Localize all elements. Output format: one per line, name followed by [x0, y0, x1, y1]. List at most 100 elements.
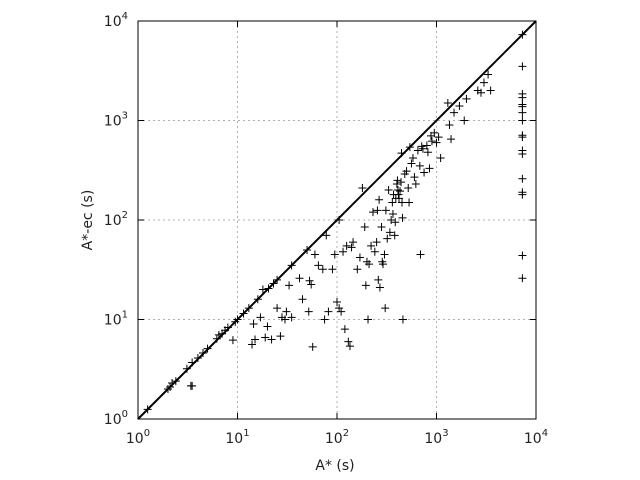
data-point — [251, 335, 260, 344]
data-point — [484, 70, 493, 79]
data-point — [374, 275, 383, 284]
data-point — [408, 153, 417, 162]
y-tick-label: 101 — [104, 310, 128, 329]
y-tick-exponent: 0 — [122, 409, 128, 420]
data-point — [418, 144, 427, 153]
x-tick-label: 102 — [325, 428, 349, 447]
data-point — [397, 149, 406, 158]
data-point — [402, 167, 411, 176]
y-tick-label: 100 — [104, 409, 128, 428]
x-axis-label: A* (s) — [315, 458, 354, 474]
data-point — [391, 218, 400, 227]
data-point — [396, 187, 405, 196]
data-point — [445, 121, 454, 130]
y-tick-exponent: 2 — [122, 210, 128, 221]
data-point — [398, 213, 407, 222]
data-point — [264, 284, 273, 293]
data-point — [318, 265, 327, 274]
data-point — [394, 190, 403, 199]
y-tick-exponent: 1 — [122, 310, 128, 321]
y-tick-base: 10 — [104, 313, 122, 329]
data-point — [368, 208, 377, 217]
data-point — [239, 309, 248, 318]
data-point — [384, 186, 393, 195]
x-tick-exponent: 4 — [542, 428, 548, 439]
x-tick-label: 101 — [225, 428, 249, 447]
data-point — [339, 247, 348, 256]
data-point — [328, 265, 337, 274]
data-point — [335, 304, 344, 313]
data-point — [447, 135, 456, 144]
data-point — [410, 173, 419, 182]
data-point — [298, 295, 307, 304]
data-point — [420, 168, 429, 177]
data-point — [413, 146, 422, 155]
data-point — [143, 405, 152, 414]
x-tick-exponent: 2 — [343, 428, 349, 439]
data-point — [258, 285, 267, 294]
data-point — [383, 234, 392, 243]
data-point — [358, 183, 367, 192]
data-point — [314, 261, 323, 270]
y-tick-base: 10 — [104, 114, 122, 130]
data-point — [455, 101, 464, 110]
data-point — [355, 253, 364, 262]
data-point — [267, 335, 276, 344]
y-tick-label: 103 — [104, 111, 128, 130]
x-tick-labels: 100 101 102 103 104 — [126, 428, 548, 447]
data-point — [390, 231, 399, 240]
y-tick-label: 104 — [104, 11, 128, 30]
data-point — [305, 276, 314, 285]
data-point — [223, 323, 232, 332]
data-point — [423, 148, 432, 157]
data-point — [422, 141, 431, 150]
data-point — [407, 159, 416, 168]
x-tick-exponent: 1 — [243, 428, 249, 439]
data-point — [476, 88, 485, 97]
data-point — [518, 133, 527, 142]
data-point — [405, 198, 414, 207]
data-point — [367, 241, 376, 250]
data-point — [295, 274, 304, 283]
x-tick-base: 10 — [424, 431, 442, 447]
data-point — [344, 337, 353, 346]
data-point — [518, 93, 527, 102]
data-point — [249, 320, 258, 329]
data-point — [214, 330, 223, 339]
data-point — [365, 260, 374, 269]
x-tick-label: 100 — [126, 428, 150, 447]
data-point — [404, 183, 413, 192]
data-point — [261, 333, 270, 342]
data-point — [308, 342, 317, 351]
data-point — [303, 245, 312, 254]
data-point — [310, 250, 319, 259]
data-point — [182, 364, 191, 373]
y-tick-base: 10 — [104, 412, 122, 428]
data-point — [479, 78, 488, 87]
data-point — [324, 307, 333, 316]
data-point — [377, 223, 386, 232]
data-point — [364, 315, 373, 324]
data-point — [416, 250, 425, 259]
data-point — [337, 307, 346, 316]
data-point — [405, 143, 414, 152]
data-point — [349, 238, 358, 247]
data-point — [392, 180, 401, 189]
data-point — [233, 315, 242, 324]
x-tick-exponent: 3 — [442, 428, 448, 439]
data-point — [393, 176, 402, 185]
data-point — [436, 153, 445, 162]
data-point — [345, 342, 354, 351]
data-point — [425, 164, 434, 173]
data-point — [518, 62, 527, 71]
data-point — [248, 340, 257, 349]
data-point — [486, 86, 495, 95]
data-point — [518, 251, 527, 260]
data-point — [518, 150, 527, 159]
data-point — [518, 116, 527, 125]
data-point — [375, 195, 384, 204]
data-point — [518, 108, 527, 117]
data-point — [304, 307, 313, 316]
data-point — [443, 98, 452, 107]
